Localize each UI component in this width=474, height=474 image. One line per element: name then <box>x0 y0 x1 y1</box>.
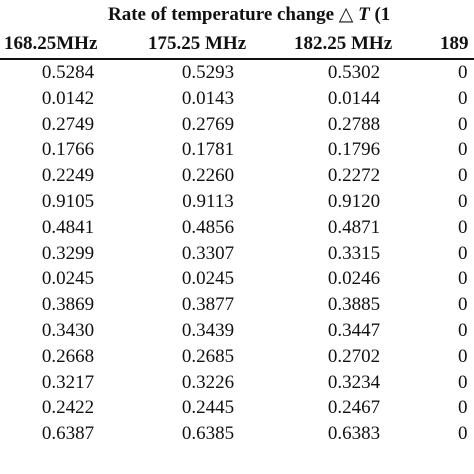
table-cell: 0.5284 <box>41 62 95 83</box>
table-row: 0.3869 0.3877 0.3885 0 <box>0 292 474 318</box>
table-cell: 0.2272 <box>327 165 381 187</box>
table-cell: 0.1766 <box>41 139 95 161</box>
table-cell: 0.3877 <box>181 294 235 316</box>
table-cell: 0.3315 <box>327 242 381 264</box>
table-cell: 0.2260 <box>181 165 235 187</box>
column-header: 182.25 MHz <box>294 33 393 54</box>
table-cell: 0.3447 <box>327 319 381 341</box>
column-header: 175.25 MHz <box>148 33 247 54</box>
table-cell: 0.0142 <box>41 87 95 109</box>
header-rule <box>0 58 474 60</box>
table-cell: 0 <box>458 397 468 419</box>
table-cell: 0.2422 <box>41 397 95 419</box>
table-cell: 0.3869 <box>41 294 95 316</box>
table-row: 0.2668 0.2685 0.2702 0 <box>0 344 474 370</box>
table-cell: 0 <box>458 345 468 367</box>
table-row: 0.0142 0.0143 0.0144 0 <box>0 86 474 112</box>
table-cell: 0 <box>458 423 468 445</box>
table-cell: 0.3430 <box>41 319 95 341</box>
table-cell: 0 <box>458 294 468 316</box>
table-cell: 0.0245 <box>181 268 235 290</box>
column-header: 168.25MHz <box>4 33 98 54</box>
table-cell: 0.9120 <box>327 190 381 212</box>
table-row: 0.5284 0.5293 0.5302 0 <box>0 60 474 86</box>
table-cell: 0.9113 <box>182 190 234 212</box>
table-row: 0.0245 0.0245 0.0246 0 <box>0 266 474 292</box>
table-cell: 0.3217 <box>41 371 95 393</box>
table-cell: 0.0246 <box>327 268 381 290</box>
table-cell: 0 <box>458 216 468 238</box>
table-cell: 0.2668 <box>41 345 95 367</box>
table-header-row: 168.25MHz 175.25 MHz 182.25 MHz 189 <box>0 32 474 56</box>
table-cell: 0 <box>458 113 468 135</box>
table-cell: 0.2467 <box>327 397 381 419</box>
table-cell: 0.3885 <box>327 294 381 316</box>
table-cell: 0 <box>458 62 468 83</box>
table-cell: 0 <box>458 190 468 212</box>
table-row: 0.2749 0.2769 0.2788 0 <box>0 112 474 138</box>
table-cell: 0.0144 <box>327 87 381 109</box>
table-cell: 0 <box>458 87 468 109</box>
table-row: 0.1766 0.1781 0.1796 0 <box>0 137 474 163</box>
table-row: 0.3430 0.3439 0.3447 0 <box>0 318 474 344</box>
table-cell: 0.2249 <box>41 165 95 187</box>
table-row: 0.6387 0.6385 0.6383 0 <box>0 421 474 447</box>
table-cell: 0 <box>458 371 468 393</box>
table-cell: 0.2769 <box>181 113 235 135</box>
table-cell: 0.0143 <box>181 87 235 109</box>
table-body: 0.5284 0.5293 0.5302 0 0.0142 0.0143 0.0144 0 0.… <box>0 60 474 447</box>
table-cell: 0 <box>458 139 468 161</box>
table-cell: 0.9105 <box>41 190 95 212</box>
table-cell: 0.3439 <box>181 319 235 341</box>
table-cell: 0.6387 <box>41 423 95 445</box>
table-cell: 0.0245 <box>41 268 95 290</box>
table-row: 0.3217 0.3226 0.3234 0 <box>0 370 474 396</box>
table-cell: 0.3226 <box>181 371 235 393</box>
column-header: 189 <box>440 33 469 54</box>
table-cell: 0.6383 <box>327 423 381 445</box>
table-cell: 0.3307 <box>181 242 235 264</box>
table-cell: 0.2749 <box>41 113 95 135</box>
delta-symbol: △ <box>338 4 354 25</box>
table-row: 0.9105 0.9113 0.9120 0 <box>0 189 474 215</box>
table-cell: 0.2702 <box>327 345 381 367</box>
title-variable: T <box>358 4 370 25</box>
table-row: 0.4841 0.4856 0.4871 0 <box>0 215 474 241</box>
table-cell: 0.2445 <box>181 397 235 419</box>
table-row: 0.2249 0.2260 0.2272 0 <box>0 163 474 189</box>
table-cell: 0.3299 <box>41 242 95 264</box>
table-cell: 0.4871 <box>327 216 381 238</box>
table-cell: 0.6385 <box>181 423 235 445</box>
table-cell: 0.4841 <box>41 216 95 238</box>
title-prefix: Rate of temperature change <box>108 4 339 25</box>
table-cell: 0 <box>458 242 468 264</box>
table-cell: 0.2685 <box>181 345 235 367</box>
table-cell: 0.2788 <box>327 113 381 135</box>
table-cell: 0.1796 <box>327 139 381 161</box>
table-cell: 0.5293 <box>181 62 235 83</box>
table-cell: 0.4856 <box>181 216 235 238</box>
title-suffix: (1 <box>369 4 391 25</box>
table-cell: 0 <box>458 319 468 341</box>
table-title: Rate of temperature change △ T (1 <box>108 4 390 26</box>
table-cell: 0 <box>458 268 468 290</box>
table-cell: 0.1781 <box>181 139 235 161</box>
table-row: 0.2422 0.2445 0.2467 0 <box>0 395 474 421</box>
table-row: 0.3299 0.3307 0.3315 0 <box>0 241 474 267</box>
table-cell: 0.5302 <box>327 62 381 83</box>
table-cell: 0.3234 <box>327 371 381 393</box>
table-cell: 0 <box>458 165 468 187</box>
